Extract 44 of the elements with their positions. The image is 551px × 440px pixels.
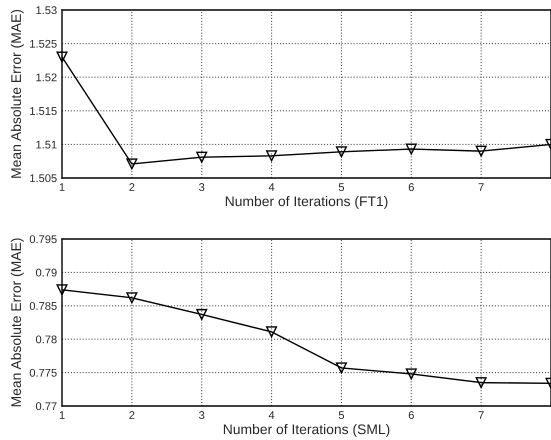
y-tick-label: 1.515 xyxy=(30,107,57,115)
point xyxy=(336,362,347,374)
x-tick-label: 5 xyxy=(338,411,344,420)
x-axis-title: Number of Iterations (FT1) xyxy=(226,196,388,209)
x-tick-label: 1 xyxy=(60,411,65,419)
x-tick-label: 4 xyxy=(268,183,274,191)
x-axis-title: Number of Iterations (SML) xyxy=(224,424,390,437)
x-tick-label: 6 xyxy=(408,411,414,420)
y-axis-title: Mean Absolute Error (MAE) xyxy=(10,238,24,406)
y-tick-label: 1.53 xyxy=(36,6,57,14)
y-tick-label: 1.505 xyxy=(30,174,57,182)
x-tick-label: 5 xyxy=(338,183,344,192)
x-tick-label: 7 xyxy=(478,183,484,191)
y-tick-label: 0.79 xyxy=(36,268,57,277)
x-tick-label: 6 xyxy=(408,183,414,192)
point xyxy=(476,377,487,388)
point xyxy=(406,144,417,155)
point xyxy=(126,292,138,304)
y-axis-title: Mean Absolute Error (MAE) xyxy=(10,10,24,178)
x-tick-label: 1 xyxy=(60,183,65,191)
point xyxy=(196,308,208,320)
y-tick-label: 0.785 xyxy=(30,302,57,310)
y-tick-label: 1.525 xyxy=(30,40,57,48)
y-tick-label: 1.51 xyxy=(36,140,57,149)
y-tick-label: 0.77 xyxy=(36,402,57,410)
point xyxy=(56,284,68,296)
point xyxy=(476,146,487,157)
x-tick-label: 2 xyxy=(129,183,134,191)
point xyxy=(266,326,278,338)
point xyxy=(56,51,68,63)
x-tick-label: 2 xyxy=(129,411,134,419)
x-tick-label: 3 xyxy=(199,411,204,420)
y-tick-label: 1.52 xyxy=(36,73,57,82)
y-tick-label: 0.795 xyxy=(30,235,57,244)
point xyxy=(336,146,347,158)
point xyxy=(266,150,278,162)
point xyxy=(196,152,208,163)
x-tick-label: 7 xyxy=(478,411,484,419)
y-tick-label: 0.775 xyxy=(30,368,57,377)
point xyxy=(406,368,417,380)
x-tick-label: 3 xyxy=(199,183,204,192)
y-tick-label: 0.78 xyxy=(36,335,57,344)
x-tick-label: 4 xyxy=(268,411,274,419)
point xyxy=(126,158,138,170)
